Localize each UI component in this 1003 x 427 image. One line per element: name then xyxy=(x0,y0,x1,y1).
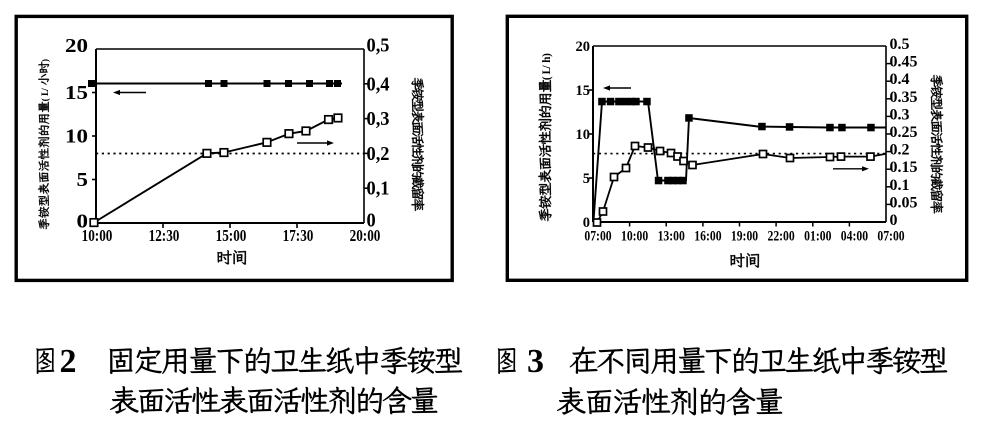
svg-text:19:00: 19:00 xyxy=(731,227,759,244)
svg-text:2: 2 xyxy=(60,343,77,380)
svg-text:0.35: 0.35 xyxy=(890,89,918,106)
svg-text:10: 10 xyxy=(65,125,88,147)
svg-text:L: L xyxy=(40,90,51,96)
svg-text:13:00: 13:00 xyxy=(658,227,686,244)
svg-text:0.4: 0.4 xyxy=(890,71,910,88)
svg-text:10:00: 10:00 xyxy=(621,227,649,244)
svg-text:12:30: 12:30 xyxy=(149,228,180,246)
svg-text:0.3: 0.3 xyxy=(890,106,910,123)
svg-text:3: 3 xyxy=(527,343,544,380)
svg-text:04:00: 04:00 xyxy=(841,227,869,244)
svg-text:0: 0 xyxy=(583,215,590,231)
svg-text:0.45: 0.45 xyxy=(890,54,918,71)
svg-text:07:00: 07:00 xyxy=(877,227,905,244)
svg-text:15:00: 15:00 xyxy=(216,228,247,246)
svg-text:0.1: 0.1 xyxy=(890,177,910,194)
svg-text:10:00: 10:00 xyxy=(82,228,113,246)
svg-text:01:00: 01:00 xyxy=(804,227,832,244)
svg-text:15: 15 xyxy=(65,81,88,103)
svg-text:0: 0 xyxy=(76,210,88,232)
svg-text:0,4: 0,4 xyxy=(367,74,390,96)
svg-text:20: 20 xyxy=(576,39,591,55)
svg-text:): ) xyxy=(541,53,553,57)
svg-text:0.05: 0.05 xyxy=(890,194,918,211)
svg-text:0.25: 0.25 xyxy=(890,124,918,141)
svg-text:5: 5 xyxy=(76,168,88,190)
svg-text:h: h xyxy=(541,56,553,63)
svg-text:5: 5 xyxy=(583,171,590,187)
svg-text:07:00: 07:00 xyxy=(584,227,612,244)
svg-text:0.15: 0.15 xyxy=(890,159,918,176)
svg-text:17:30: 17:30 xyxy=(283,228,314,246)
svg-text:/: / xyxy=(40,88,51,92)
svg-text:15: 15 xyxy=(576,83,591,99)
svg-text:(: ( xyxy=(40,98,51,101)
svg-text:0: 0 xyxy=(890,212,898,229)
svg-text:0,3: 0,3 xyxy=(367,108,390,130)
svg-text:L: L xyxy=(541,67,553,74)
svg-text:0: 0 xyxy=(367,210,376,232)
svg-text:22:00: 22:00 xyxy=(767,227,795,244)
svg-text:/: / xyxy=(541,65,553,70)
svg-text:0.2: 0.2 xyxy=(890,142,910,159)
svg-text:0.5: 0.5 xyxy=(890,36,910,53)
svg-text:0,5: 0,5 xyxy=(367,35,390,57)
svg-text:): ) xyxy=(40,59,51,62)
svg-text:10: 10 xyxy=(576,127,591,143)
svg-text:(: ( xyxy=(541,76,553,80)
svg-text:20: 20 xyxy=(65,34,88,56)
svg-text:0,2: 0,2 xyxy=(367,143,390,165)
svg-text:0,1: 0,1 xyxy=(367,178,390,200)
svg-text:20:00: 20:00 xyxy=(350,228,381,246)
svg-text:16:00: 16:00 xyxy=(694,227,722,244)
